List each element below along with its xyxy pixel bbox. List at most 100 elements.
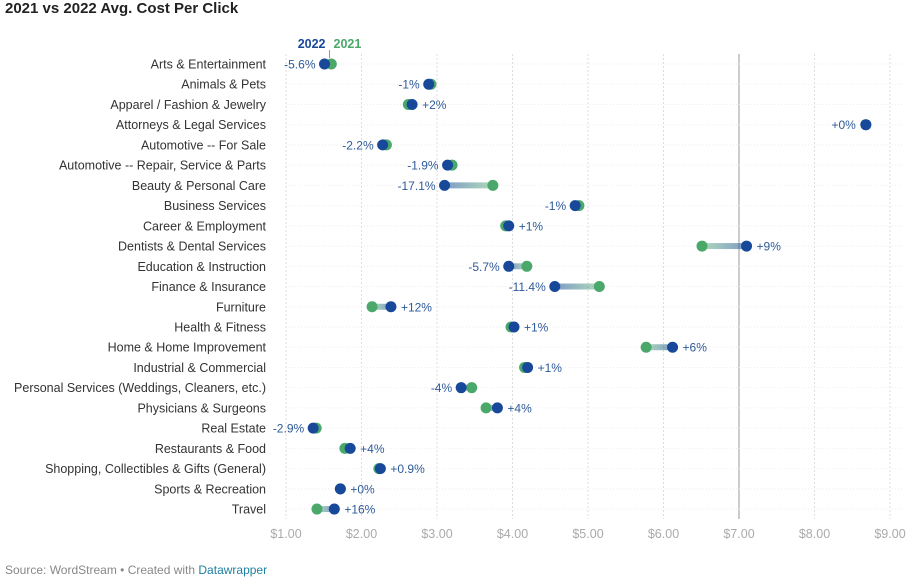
range-bar [702, 243, 747, 250]
change-label: +2% [422, 98, 447, 112]
x-axis-ticks: $1.00 $2.00 $3.00 $4.00 $5.00 $6.00 $7.00 $8.00… [270, 527, 905, 541]
category-label: Health & Fitness [174, 320, 266, 334]
category-label: Home & Home Improvement [108, 341, 267, 355]
dot-2022 [423, 78, 435, 90]
x-tick-label: $1.00 [270, 527, 301, 541]
category-label: Industrial & Commercial [133, 361, 266, 375]
dot-2022 [344, 442, 356, 454]
change-label: +0% [350, 482, 375, 496]
range-bar [486, 404, 498, 411]
dot-2022 [319, 58, 331, 70]
category-label: Finance & Insurance [151, 280, 266, 294]
legend-2022: 2022 [298, 37, 326, 51]
change-label: -1% [398, 78, 420, 92]
x-tick-label: $4.00 [497, 527, 528, 541]
category-label: Dentists & Dental Services [118, 240, 266, 254]
chart-title: 2021 vs 2022 Avg. Cost Per Click [5, 0, 239, 17]
source-text: Source: WordStream • Created with [5, 563, 199, 577]
dot-2021 [480, 402, 492, 414]
category-label: Business Services [164, 199, 266, 213]
dot-2022 [328, 503, 340, 515]
change-label: -1% [545, 199, 567, 213]
dot-2021 [311, 503, 323, 515]
category-label: Arts & Entertainment [151, 58, 267, 72]
dot-2021 [366, 301, 378, 313]
dot-2022 [508, 321, 520, 333]
category-labels: Arts & Entertainment Animals & Pets Appare… [14, 58, 267, 517]
dot-2022 [307, 422, 319, 434]
change-label: -2.9% [273, 422, 305, 436]
dot-2022 [503, 260, 515, 272]
category-label: Travel [232, 503, 266, 517]
legend-2021: 2021 [334, 37, 362, 51]
category-label: Attorneys & Legal Services [116, 118, 266, 132]
range-bar [444, 182, 493, 189]
x-tick-label: $7.00 [723, 527, 754, 541]
range-bar [554, 283, 600, 290]
category-label: Real Estate [201, 422, 266, 436]
dot-2022 [377, 139, 389, 151]
range-bar [508, 263, 527, 270]
x-tick-label: $5.00 [572, 527, 603, 541]
category-label: Shopping, Collectibles & Gifts (General) [45, 462, 266, 476]
dot-2022 [569, 200, 581, 212]
change-labels: -5.6%-1%+2%+0%-2.2%-1.9%-17.1%-1%+1%+9%-… [273, 58, 856, 517]
dot-2021 [521, 260, 533, 272]
legend: 2022 2021 [298, 37, 362, 58]
dot-2022 [491, 402, 503, 414]
category-label: Personal Services (Weddings, Cleaners, e… [14, 381, 266, 395]
range-bar [646, 344, 673, 351]
change-label: +12% [401, 300, 432, 314]
change-label: -17.1% [398, 179, 436, 193]
change-label: +1% [538, 361, 563, 375]
dot-2022 [385, 301, 397, 313]
change-label: -4% [431, 381, 453, 395]
range-bar [316, 506, 335, 513]
dot-2022 [442, 159, 454, 171]
change-label: +9% [757, 240, 782, 254]
dot-2022 [741, 240, 753, 252]
category-label: Apparel / Fashion & Jewelry [110, 98, 266, 112]
category-label: Animals & Pets [181, 78, 266, 92]
change-label: +1% [519, 219, 544, 233]
datawrapper-link[interactable]: Datawrapper [198, 563, 268, 577]
change-label: +6% [683, 341, 708, 355]
change-label: +16% [344, 503, 375, 517]
dot-2021 [640, 341, 652, 353]
dot-2021 [487, 179, 499, 191]
dot-2021 [696, 240, 708, 252]
dot-2021 [466, 382, 478, 394]
dot-2022 [439, 179, 451, 191]
change-label: +1% [524, 320, 549, 334]
category-label: Beauty & Personal Care [132, 179, 266, 193]
row-guide-lines [286, 63, 904, 510]
category-label: Education & Instruction [137, 260, 266, 274]
change-label: +4% [507, 401, 532, 415]
change-label: -1.9% [407, 159, 439, 173]
dot-2022 [503, 220, 515, 232]
dot-2022 [860, 119, 872, 131]
dot-2022 [667, 341, 679, 353]
x-tick-label: $6.00 [648, 527, 679, 541]
dot-2022 [334, 483, 346, 495]
change-label: -5.6% [284, 58, 316, 72]
change-label: -5.7% [468, 260, 500, 274]
footer-source: Source: WordStream • Created with Datawr… [5, 563, 267, 577]
category-label: Career & Employment [143, 219, 266, 233]
change-label: +4% [360, 442, 385, 456]
category-label: Sports & Recreation [154, 482, 266, 496]
x-tick-label: $9.00 [874, 527, 905, 541]
x-tick-label: $8.00 [799, 527, 830, 541]
dot-2021 [593, 281, 605, 293]
dot-2022 [374, 463, 386, 475]
category-label: Automotive -- Repair, Service & Parts [59, 159, 266, 173]
x-tick-label: $2.00 [346, 527, 377, 541]
category-label: Furniture [216, 300, 266, 314]
category-label: Restaurants & Food [155, 442, 266, 456]
change-label: +0% [831, 118, 856, 132]
data-dots [307, 58, 872, 515]
change-label: -2.2% [342, 138, 374, 152]
range-bar [372, 303, 391, 310]
dot-2022 [549, 281, 561, 293]
